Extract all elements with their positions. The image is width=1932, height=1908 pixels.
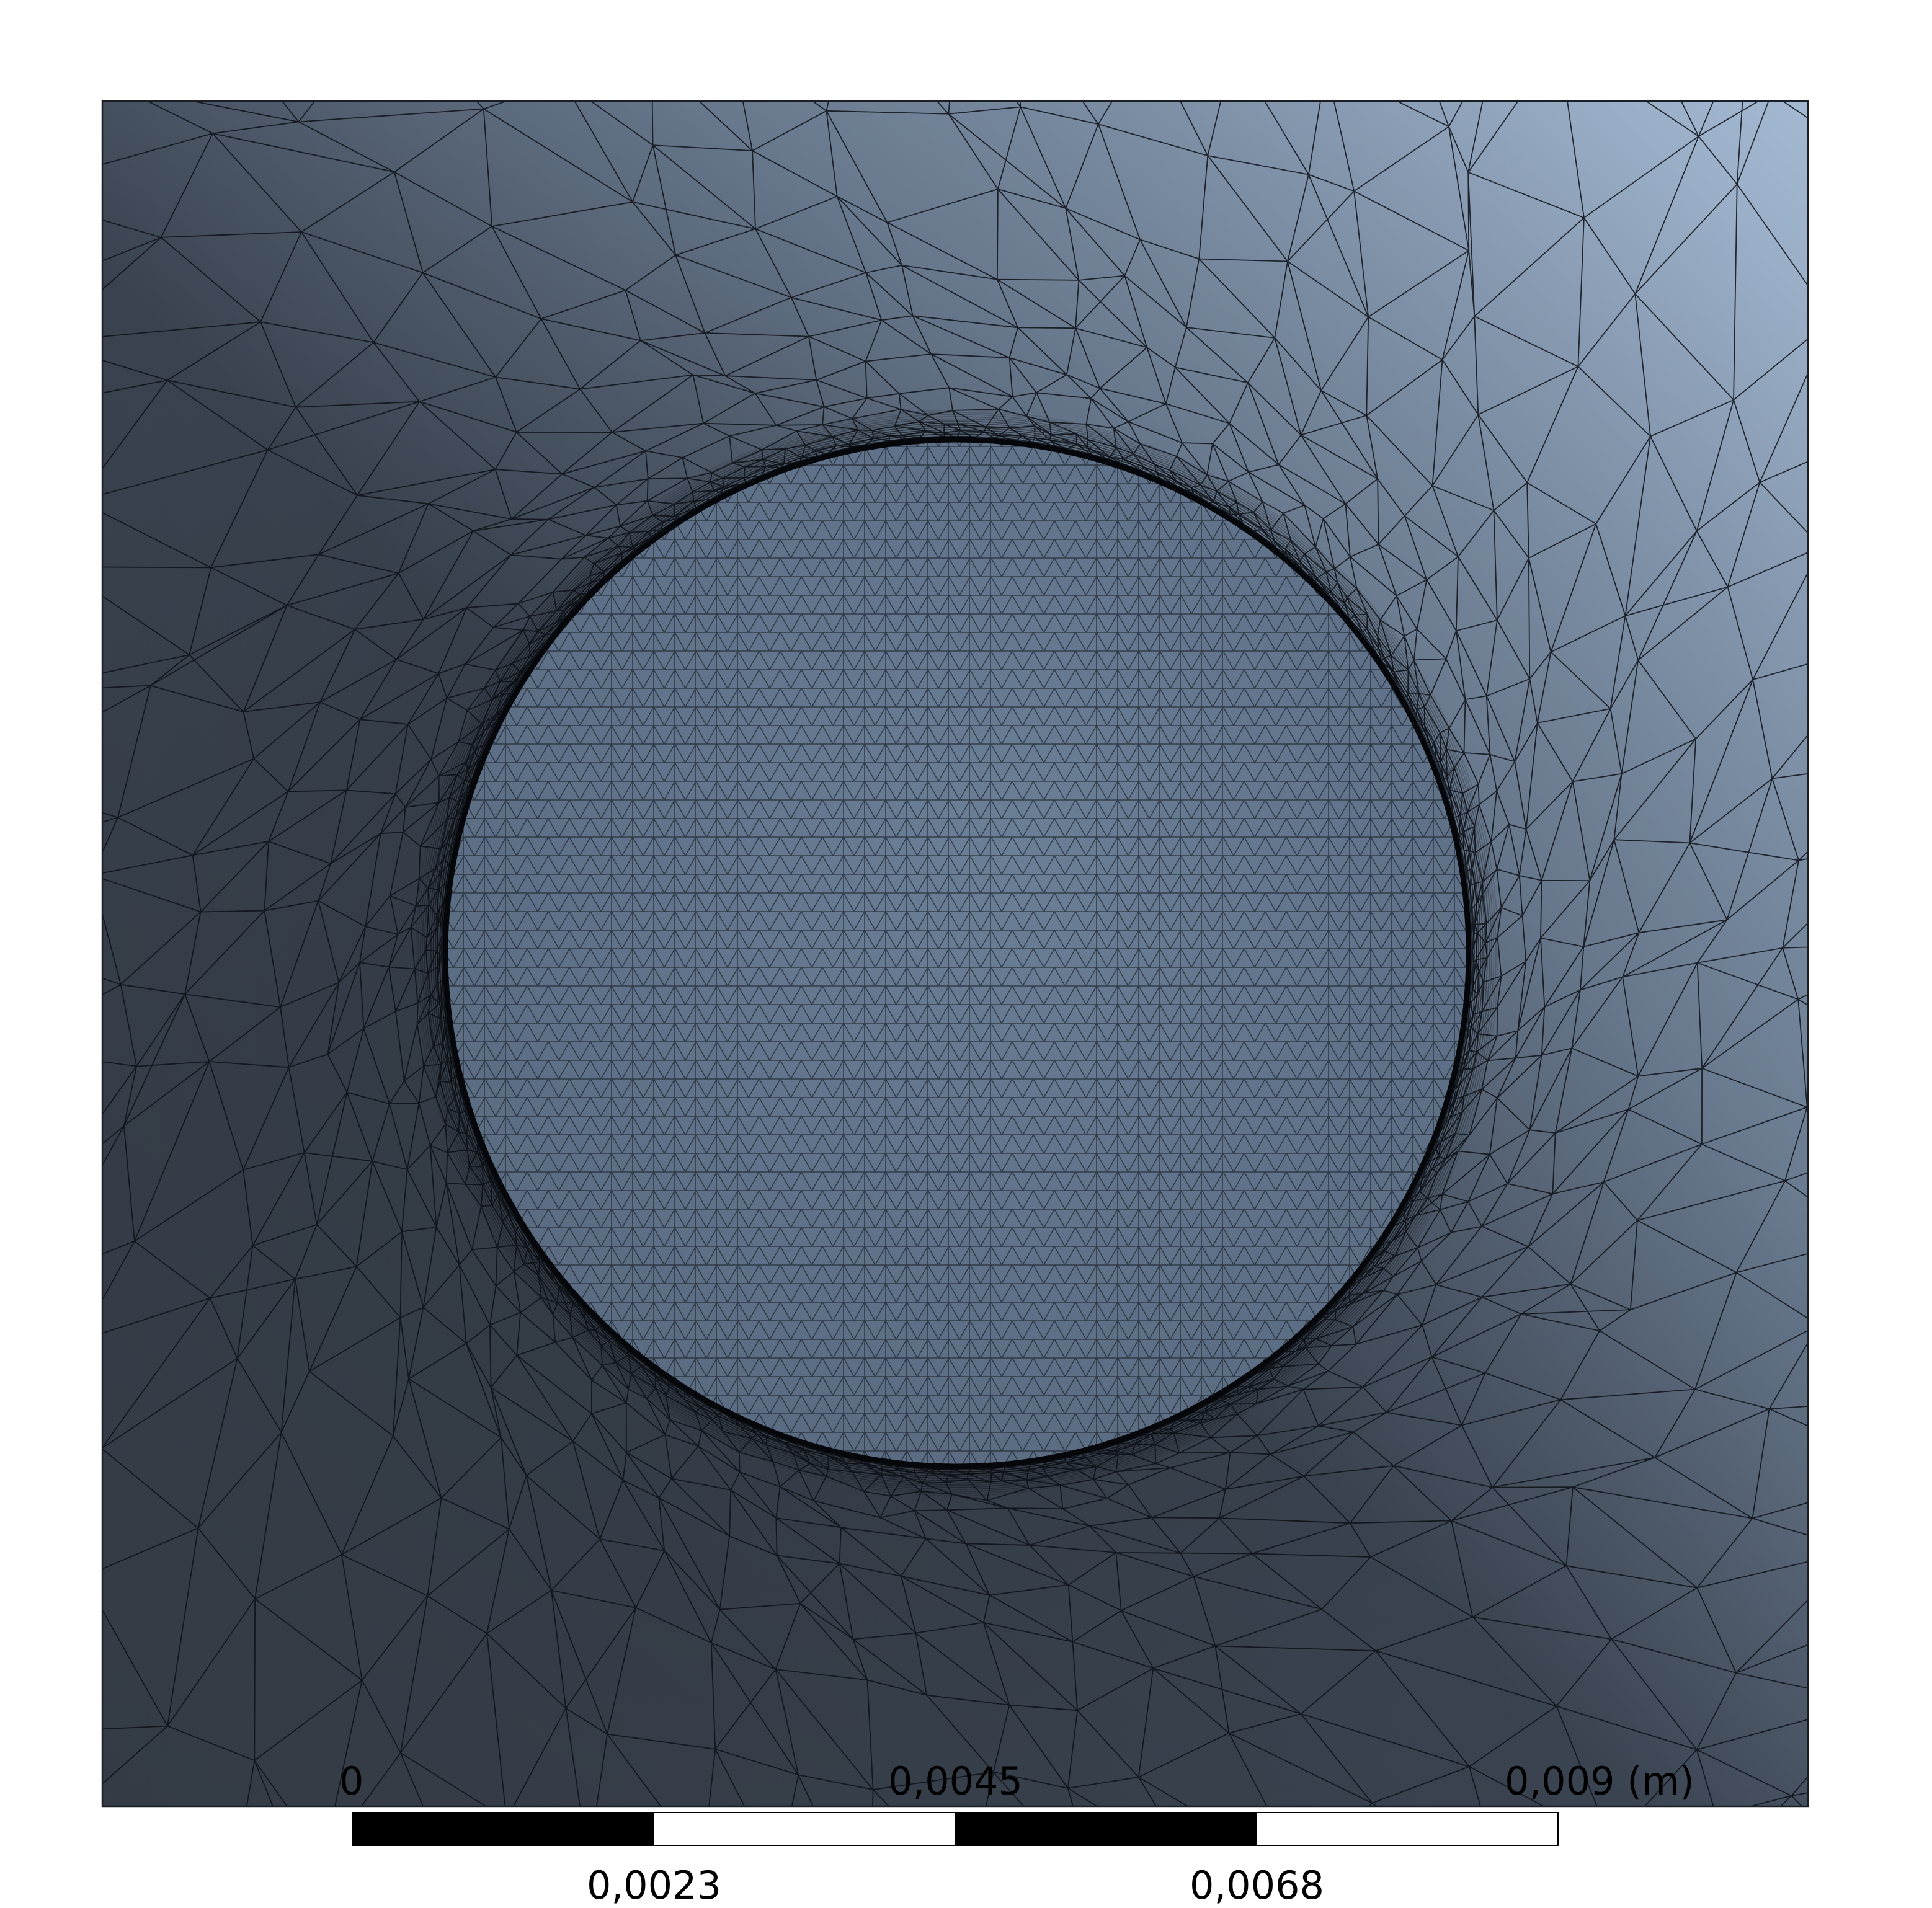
boundary-layer-ring — [417, 412, 1497, 1494]
scale-segment-1 — [352, 1812, 654, 1846]
disk-boundary-layers — [415, 409, 1499, 1497]
boundary-layer-ring — [422, 416, 1492, 1490]
boundary-layer-ring — [435, 429, 1479, 1477]
solid-disk[interactable] — [415, 409, 1499, 1497]
scale-label-end: 0,009 (m) — [1505, 1759, 1694, 1804]
scale-label-start: 0 — [339, 1759, 364, 1804]
boundary-layer-ring — [437, 431, 1477, 1475]
scale-label-mid: 0,0045 — [888, 1759, 1023, 1804]
boundary-layer-ring — [426, 420, 1488, 1486]
fluid-domain-border — [101, 100, 1809, 1808]
disk-fine-mesh — [445, 440, 1469, 1466]
scale-segment-4 — [1256, 1812, 1559, 1846]
boundary-layer-ring — [441, 435, 1473, 1471]
disk-edge — [442, 437, 1472, 1470]
boundary-layer-ring — [424, 418, 1490, 1488]
scale-label-quarter: 0,0023 — [587, 1863, 721, 1908]
scale-segment-3 — [955, 1812, 1257, 1846]
boundary-layer-ring — [419, 414, 1495, 1493]
scale-bar — [352, 1812, 1559, 1846]
boundary-layer-ring — [430, 425, 1484, 1481]
scale-label-three-quarter: 0,0068 — [1190, 1863, 1324, 1908]
boundary-layer-ring — [432, 427, 1482, 1480]
scale-segment-2 — [653, 1812, 956, 1846]
boundary-layer-ring — [439, 433, 1475, 1473]
boundary-layer-ring — [415, 409, 1499, 1497]
boundary-layer-ring — [428, 422, 1486, 1484]
